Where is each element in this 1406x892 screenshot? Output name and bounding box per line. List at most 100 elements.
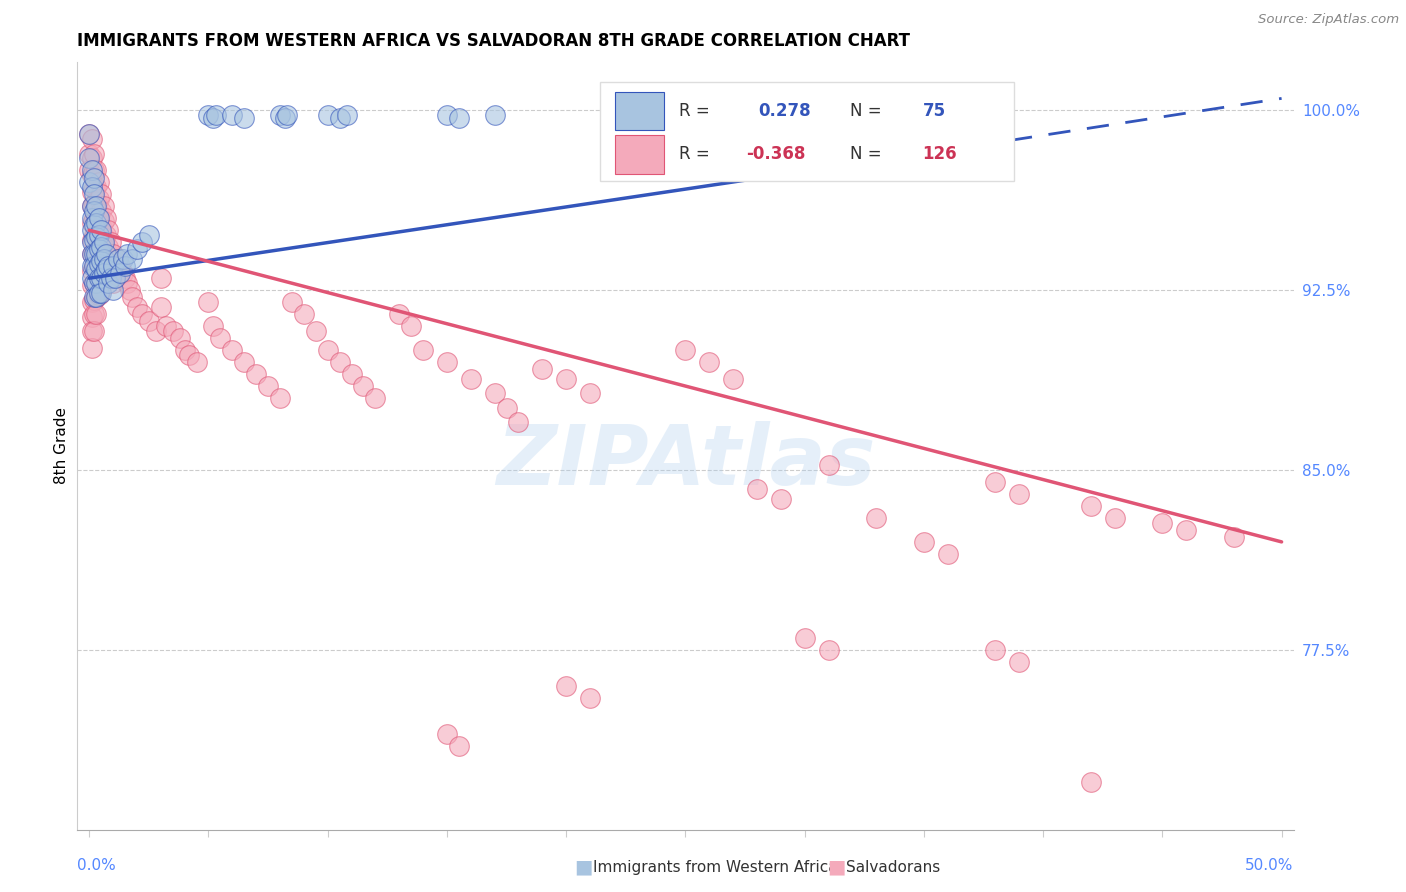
Salvadorans	[83, 146, 105, 161]
Salvadorans	[269, 391, 291, 405]
Salvadorans	[93, 261, 115, 276]
Salvadorans	[305, 324, 328, 338]
Salvadorans	[80, 324, 103, 338]
Immigrants from Western Africa	[117, 247, 139, 261]
Salvadorans	[83, 307, 105, 321]
Salvadorans	[80, 295, 103, 310]
Immigrants from Western Africa	[107, 252, 129, 266]
Immigrants from Western Africa	[87, 243, 110, 257]
Immigrants from Western Africa	[80, 180, 103, 194]
Immigrants from Western Africa	[110, 266, 132, 280]
Immigrants from Western Africa	[87, 271, 110, 285]
Salvadorans	[233, 355, 256, 369]
Salvadorans	[329, 355, 352, 369]
Immigrants from Western Africa	[80, 223, 103, 237]
Salvadorans	[86, 180, 108, 194]
Salvadorans	[984, 475, 1007, 489]
Salvadorans	[1080, 499, 1102, 513]
Salvadorans	[86, 227, 108, 242]
Immigrants from Western Africa	[114, 259, 136, 273]
Salvadorans	[101, 247, 124, 261]
Immigrants from Western Africa	[77, 151, 100, 165]
Text: 0.0%: 0.0%	[77, 858, 117, 873]
Immigrants from Western Africa	[86, 199, 108, 213]
Immigrants from Western Africa	[93, 235, 115, 250]
Salvadorans	[100, 252, 122, 266]
Immigrants from Western Africa	[86, 247, 108, 261]
Salvadorans	[97, 254, 120, 268]
Salvadorans	[173, 343, 195, 357]
Immigrants from Western Africa	[100, 271, 122, 285]
Salvadorans	[484, 386, 506, 401]
Immigrants from Western Africa	[86, 290, 108, 304]
Salvadorans	[80, 216, 103, 230]
Salvadorans	[436, 355, 458, 369]
Salvadorans	[912, 534, 935, 549]
Text: -0.368: -0.368	[747, 145, 806, 163]
Salvadorans	[555, 372, 578, 386]
Immigrants from Western Africa	[90, 223, 112, 237]
Salvadorans	[86, 163, 108, 178]
Immigrants from Western Africa	[80, 259, 103, 273]
Salvadorans	[87, 288, 110, 302]
Salvadorans	[817, 458, 839, 472]
Immigrants from Western Africa	[202, 111, 225, 125]
Salvadorans	[1175, 523, 1198, 537]
Immigrants from Western Africa	[83, 170, 105, 185]
Salvadorans	[97, 240, 120, 254]
Immigrants from Western Africa	[233, 111, 256, 125]
Salvadorans	[745, 482, 768, 496]
Salvadorans	[579, 386, 602, 401]
Immigrants from Western Africa	[83, 259, 105, 273]
Salvadorans	[169, 331, 191, 345]
Salvadorans	[83, 276, 105, 290]
Text: R =: R =	[679, 145, 716, 163]
Salvadorans	[77, 128, 100, 142]
Salvadorans	[1080, 774, 1102, 789]
Salvadorans	[83, 197, 105, 211]
Salvadorans	[460, 372, 482, 386]
Text: 0.278: 0.278	[758, 102, 811, 120]
Immigrants from Western Africa	[83, 219, 105, 233]
Immigrants from Western Africa	[436, 108, 458, 122]
Salvadorans	[865, 511, 887, 525]
Immigrants from Western Africa	[269, 108, 291, 122]
Salvadorans	[138, 314, 160, 328]
Immigrants from Western Africa	[93, 252, 115, 266]
Salvadorans	[155, 319, 177, 334]
Salvadorans	[80, 341, 103, 355]
Salvadorans	[87, 175, 110, 189]
Salvadorans	[257, 379, 280, 393]
Salvadorans	[555, 679, 578, 693]
Immigrants from Western Africa	[80, 247, 103, 261]
Salvadorans	[86, 307, 108, 321]
Immigrants from Western Africa	[111, 252, 134, 266]
Salvadorans	[80, 247, 103, 261]
Salvadorans	[697, 355, 720, 369]
Salvadorans	[769, 491, 792, 506]
Text: ZIPAtlas: ZIPAtlas	[496, 421, 875, 502]
Salvadorans	[817, 642, 839, 657]
Immigrants from Western Africa	[484, 108, 506, 122]
Salvadorans	[508, 415, 530, 429]
Bar	[614, 136, 664, 174]
Salvadorans	[209, 331, 232, 345]
Salvadorans	[77, 163, 100, 178]
Salvadorans	[579, 690, 602, 705]
Salvadorans	[86, 290, 108, 304]
Immigrants from Western Africa	[83, 290, 105, 304]
Immigrants from Western Africa	[97, 276, 120, 290]
Salvadorans	[111, 266, 134, 280]
Salvadorans	[90, 266, 112, 280]
Immigrants from Western Africa	[221, 108, 243, 122]
Salvadorans	[86, 211, 108, 226]
Immigrants from Western Africa	[745, 163, 768, 178]
Immigrants from Western Africa	[87, 257, 110, 271]
Salvadorans	[93, 247, 115, 261]
Salvadorans	[131, 307, 153, 321]
Salvadorans	[1104, 511, 1126, 525]
Salvadorans	[90, 204, 112, 219]
Immigrants from Western Africa	[83, 233, 105, 247]
Text: N =: N =	[849, 145, 887, 163]
Salvadorans	[984, 642, 1007, 657]
